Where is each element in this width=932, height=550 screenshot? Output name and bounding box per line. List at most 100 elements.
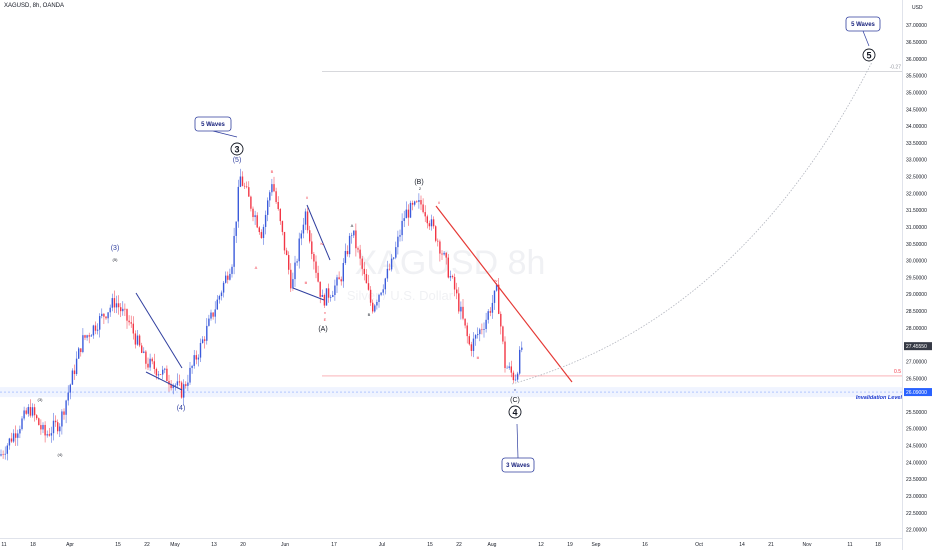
- candle-body: [395, 247, 397, 258]
- candle-body: [31, 407, 34, 416]
- candle-body: [254, 215, 256, 218]
- wave-label: (B): [414, 179, 423, 186]
- callout-box: [194, 116, 232, 132]
- candle-body: [86, 335, 88, 338]
- candle-body: [424, 212, 426, 217]
- price-tick-label: 22.50000: [906, 511, 927, 517]
- candle-body: [227, 275, 229, 280]
- candle-body: [323, 295, 326, 306]
- price-tick-label: 24.00000: [906, 460, 927, 466]
- price-marker-label: 26.09000: [906, 390, 927, 396]
- time-tick-label: 15: [427, 542, 433, 548]
- price-tick-label: 32.00000: [906, 191, 927, 197]
- time-tick-label: 12: [538, 542, 544, 548]
- price-tick-label: 25.00000: [906, 427, 927, 433]
- candle-body: [92, 325, 95, 336]
- candle-body: [69, 384, 71, 393]
- candle-body: [447, 257, 449, 278]
- price-tick-label: 25.50000: [906, 410, 927, 416]
- candle-body: [145, 351, 147, 364]
- candle-body: [10, 438, 13, 442]
- candle-body: [195, 355, 197, 360]
- candle-body: [122, 308, 124, 312]
- price-tick-label: 36.00000: [906, 57, 927, 63]
- wave-circle: [508, 405, 522, 419]
- price-tick-label: 37.00000: [906, 23, 927, 29]
- candle-body: [296, 261, 298, 263]
- candle-body: [101, 313, 103, 317]
- candle-body: [134, 333, 137, 345]
- candle-body: [275, 191, 277, 203]
- candle-body: [201, 339, 204, 343]
- candle-body: [485, 319, 487, 329]
- candle-body: [437, 240, 439, 242]
- wave-label: 5: [866, 51, 871, 61]
- invalidation-label: Invalidation Level: [856, 395, 903, 401]
- time-tick-label: 19: [567, 542, 573, 548]
- time-tick-label: 18: [30, 542, 36, 548]
- candle-body: [166, 368, 168, 381]
- candle-body: [48, 434, 50, 436]
- candle-body: [218, 296, 221, 300]
- candle-body: [481, 329, 483, 331]
- candle-body: [510, 366, 512, 373]
- candle-body: [12, 433, 15, 442]
- time-tick-label: 21: [768, 542, 774, 548]
- symbol-header: XAGUSD, 8h, OANDA: [4, 3, 65, 9]
- callout-pointer: [212, 130, 238, 138]
- candle-body: [27, 407, 29, 414]
- candle-body: [225, 275, 227, 283]
- candle-body: [103, 313, 105, 317]
- candle-body: [439, 241, 441, 254]
- candle-body: [82, 335, 84, 353]
- watermark-main: XAGUSD 8h: [355, 244, 546, 282]
- candle-body: [149, 358, 151, 368]
- price-tick-label: 36.50000: [906, 40, 927, 46]
- candle-body: [474, 335, 477, 339]
- price-tick-label: 30.50000: [906, 242, 927, 248]
- candle-body: [90, 335, 92, 337]
- candle-body: [21, 418, 23, 430]
- candle-body: [401, 220, 403, 236]
- candle-body: [157, 374, 160, 376]
- candle-body: [458, 293, 460, 312]
- candle-body: [384, 278, 386, 290]
- candle-body: [128, 320, 130, 323]
- time-tick-label: Jul: [379, 542, 385, 548]
- candle-body: [214, 309, 216, 317]
- candle-body: [414, 201, 416, 205]
- callout-text: 5 Waves: [851, 22, 875, 28]
- candle-body: [332, 295, 334, 297]
- candle-body: [477, 334, 479, 336]
- candle-body: [460, 306, 462, 312]
- candle-body: [183, 384, 185, 398]
- candle-body: [428, 223, 431, 227]
- candle-body: [365, 274, 368, 284]
- candle-body: [204, 339, 206, 341]
- candle-body: [67, 392, 69, 401]
- candle-body: [309, 230, 311, 242]
- wave-label: B: [368, 312, 371, 317]
- wave-label: 4: [512, 408, 517, 418]
- candle-body: [334, 285, 336, 296]
- candle-body: [63, 411, 65, 415]
- time-tick-label: 11: [847, 542, 852, 548]
- candle-body: [15, 433, 17, 438]
- candle-body: [294, 262, 296, 280]
- candle-body: [435, 226, 437, 241]
- candle-body: [390, 258, 393, 270]
- candle-body: [216, 299, 218, 310]
- candle-body: [399, 235, 401, 237]
- price-axis-panel[interactable]: [902, 0, 932, 550]
- candle-body: [313, 253, 315, 262]
- candle-body: [117, 303, 120, 308]
- time-tick-label: Apr: [66, 542, 74, 548]
- candle-body: [239, 176, 242, 187]
- candle-body: [397, 236, 399, 248]
- candle-body: [264, 214, 267, 227]
- candle-body: [468, 336, 470, 345]
- candle-body: [506, 367, 508, 369]
- candle-body: [445, 252, 447, 258]
- wave-label: (5): [113, 257, 119, 262]
